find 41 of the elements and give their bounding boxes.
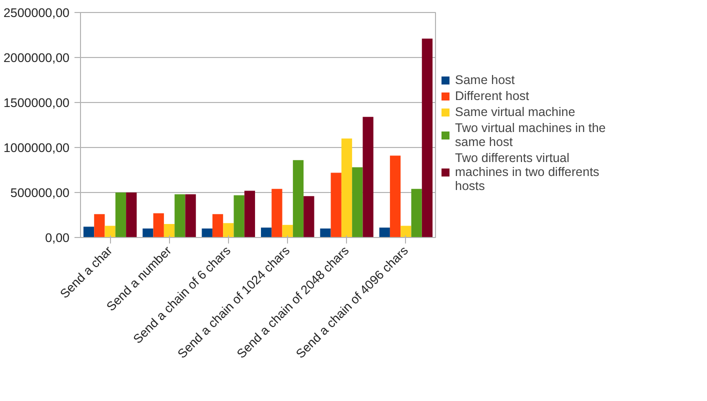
bar — [126, 192, 137, 238]
bar — [282, 224, 293, 238]
bar — [352, 167, 363, 238]
bar — [153, 213, 164, 238]
legend-label: Two differents virtual machines in two differents hosts — [455, 150, 600, 192]
bar — [330, 172, 342, 238]
bar — [304, 196, 314, 238]
bar — [94, 214, 105, 238]
bar — [83, 226, 94, 238]
bar — [272, 188, 282, 238]
legend-label: Different host — [455, 88, 530, 102]
bar — [292, 160, 304, 238]
bar — [115, 192, 126, 238]
bar — [234, 195, 244, 238]
bar — [379, 228, 390, 238]
bar — [174, 194, 186, 238]
bar — [202, 228, 212, 238]
bar — [244, 190, 256, 238]
y-tick-label: 0,00 — [45, 231, 70, 245]
bar — [260, 228, 272, 238]
bar — [212, 214, 224, 238]
y-tick-label: 1500000,00 — [3, 96, 70, 110]
bar — [390, 156, 401, 238]
y-tick-label: 2500000,00 — [3, 6, 70, 20]
legend-label: Same virtual machine — [455, 104, 576, 118]
y-tick-label: 1000000,00 — [3, 141, 70, 155]
y-tick-label: 500000,00 — [10, 186, 70, 200]
bar — [104, 226, 116, 238]
legend-label: Same host — [455, 72, 515, 86]
bar — [164, 224, 175, 238]
bar — [185, 194, 196, 238]
bar — [320, 228, 331, 238]
legend-label: Two virtual machines in the same host — [455, 120, 606, 148]
bar — [142, 228, 154, 238]
bar — [341, 138, 352, 238]
bar — [422, 38, 433, 238]
bar — [411, 188, 422, 238]
y-tick-label: 2000000,00 — [3, 51, 70, 65]
bar — [223, 223, 234, 238]
bar — [400, 226, 412, 238]
bar — [362, 116, 374, 238]
